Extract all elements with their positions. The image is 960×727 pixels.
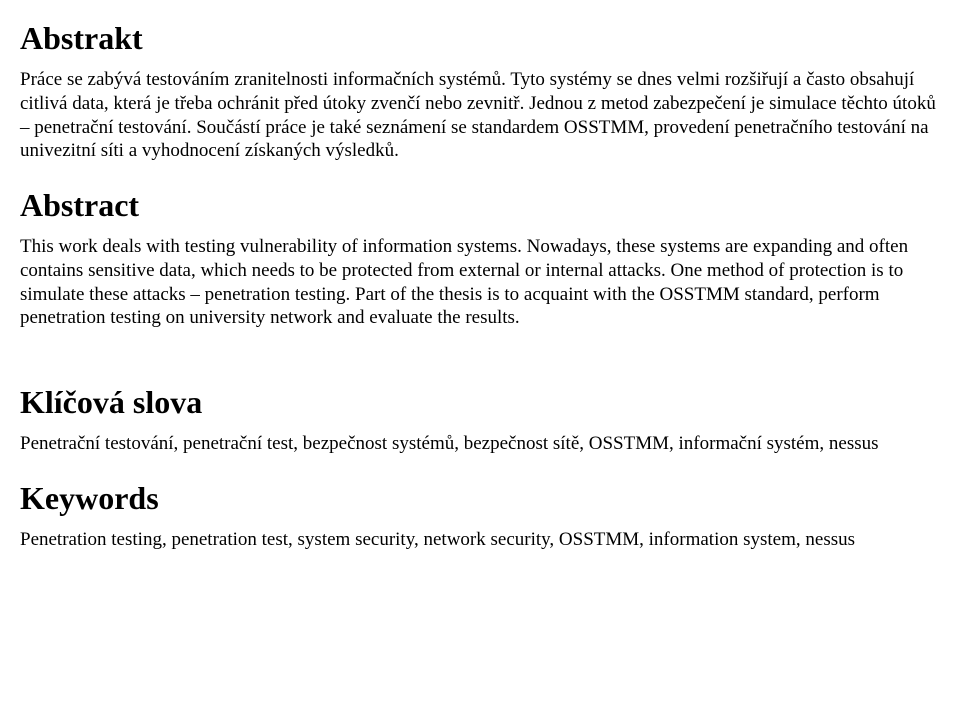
heading-abstract: Abstract (20, 185, 940, 225)
heading-abstrakt: Abstrakt (20, 18, 940, 58)
heading-klicova-slova: Klíčová slova (20, 382, 940, 422)
para-abstrakt: Práce se zabývá testováním zranitelnosti… (20, 68, 940, 163)
para-keywords: Penetration testing, penetration test, s… (20, 528, 940, 552)
heading-keywords: Keywords (20, 478, 940, 518)
para-klicova-slova: Penetrační testování, penetrační test, b… (20, 432, 940, 456)
para-abstract: This work deals with testing vulnerabili… (20, 235, 940, 330)
